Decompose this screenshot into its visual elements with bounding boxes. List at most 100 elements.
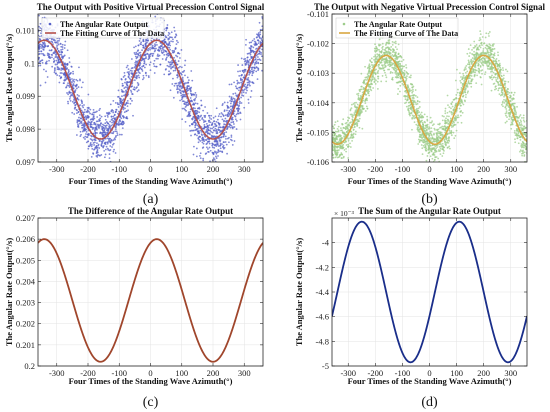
data-point (96, 120, 99, 123)
legend-marker-points (48, 22, 52, 26)
data-point (243, 106, 246, 109)
data-point (362, 86, 365, 89)
data-point (226, 126, 229, 129)
data-point (478, 58, 481, 61)
data-point (180, 73, 183, 76)
data-point (353, 126, 356, 128)
data-point (423, 138, 426, 140)
data-point (468, 66, 470, 69)
data-point (460, 81, 462, 84)
data-point (67, 68, 70, 71)
data-point (494, 88, 496, 91)
data-point (413, 121, 416, 124)
data-point (395, 55, 398, 58)
data-point (418, 100, 421, 103)
data-point (373, 55, 375, 58)
data-point (107, 128, 110, 131)
data-point (504, 121, 507, 124)
data-point (474, 45, 476, 47)
data-point (219, 126, 221, 129)
data-point (67, 71, 70, 74)
data-point (56, 63, 58, 66)
data-point (522, 116, 525, 119)
data-point (241, 78, 244, 81)
data-point (170, 40, 173, 43)
data-point (229, 100, 232, 102)
data-point (83, 127, 86, 130)
data-point (489, 44, 492, 47)
data-point (423, 120, 426, 123)
data-point (56, 47, 59, 50)
data-point (401, 67, 404, 70)
data-point (97, 144, 100, 147)
data-point (194, 121, 197, 124)
data-point (397, 88, 400, 90)
data-point (194, 102, 197, 105)
data-point (481, 44, 483, 47)
data-point (134, 45, 137, 48)
data-point (493, 52, 496, 55)
data-point (474, 66, 477, 69)
data-point (51, 38, 53, 40)
data-point (93, 127, 95, 129)
data-point (159, 63, 162, 66)
data-point (488, 75, 491, 78)
data-point (78, 122, 81, 125)
data-point (391, 53, 394, 56)
data-point (57, 49, 60, 52)
data-point (241, 64, 244, 66)
data-point (430, 121, 433, 124)
data-point (74, 104, 77, 106)
data-point (92, 142, 95, 144)
data-point (355, 111, 357, 114)
data-point (182, 95, 184, 98)
data-point (249, 96, 252, 98)
data-point (137, 53, 140, 56)
data-point (226, 137, 229, 140)
data-point (71, 78, 73, 80)
data-point (113, 148, 115, 151)
data-point (241, 80, 244, 83)
data-point (405, 105, 408, 108)
data-point (342, 147, 345, 149)
data-point (484, 58, 486, 61)
data-point (428, 127, 431, 130)
data-point (181, 71, 184, 73)
data-point (365, 93, 368, 96)
data-point (123, 71, 126, 74)
data-point (104, 143, 107, 146)
data-point (145, 38, 147, 41)
data-point (345, 150, 348, 153)
data-point (428, 144, 431, 147)
data-point (459, 114, 462, 117)
data-point (126, 105, 129, 107)
data-point (148, 55, 150, 58)
data-point (177, 66, 180, 69)
data-point (199, 152, 202, 155)
data-point (490, 50, 492, 53)
data-point (444, 107, 447, 110)
data-point (245, 92, 247, 94)
data-point (245, 61, 248, 63)
data-point (458, 92, 461, 95)
data-point (475, 44, 478, 46)
data-point (240, 74, 243, 77)
data-point (181, 100, 184, 103)
data-point (76, 97, 79, 100)
data-point (337, 156, 340, 159)
data-point (447, 104, 449, 107)
data-point (405, 95, 408, 98)
data-point (347, 137, 350, 140)
data-point (373, 81, 376, 84)
data-point (121, 84, 124, 87)
data-point (44, 81, 47, 84)
data-point (418, 106, 421, 108)
data-point (421, 147, 424, 150)
data-point (490, 76, 493, 79)
data-point (76, 93, 79, 96)
data-point (374, 61, 376, 64)
data-point (497, 89, 500, 92)
data-point (134, 63, 137, 66)
data-point (414, 89, 417, 91)
data-point (247, 98, 250, 101)
